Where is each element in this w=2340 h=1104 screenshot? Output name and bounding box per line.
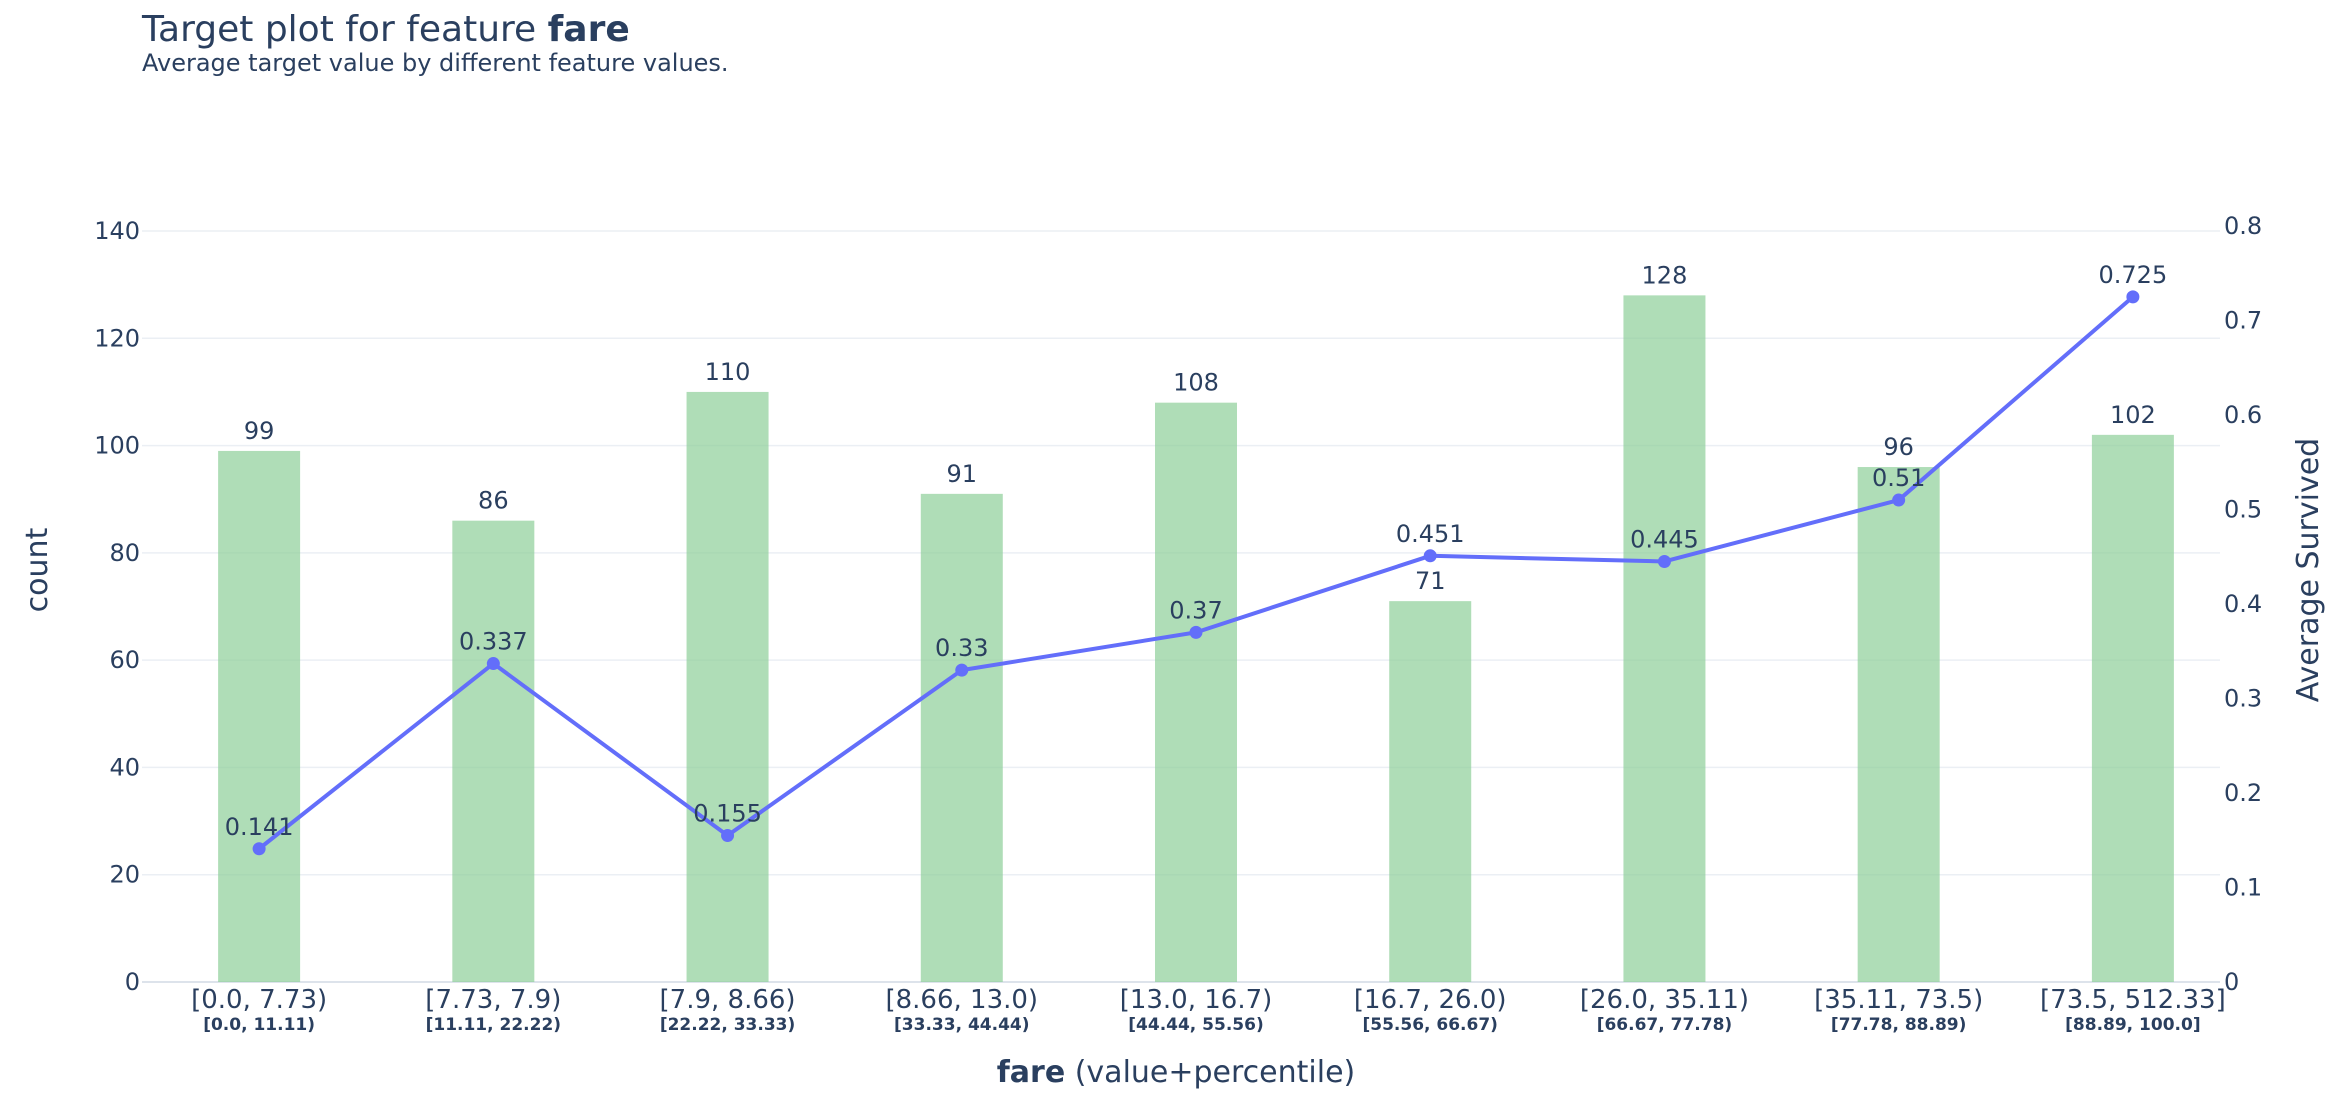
y-left-tick-label: 80 — [109, 539, 140, 567]
x-tick-label: [26.0, 35.11) — [1580, 985, 1749, 1015]
count-bar-label: 110 — [705, 358, 751, 386]
x-tick-label: [8.66, 13.0) — [885, 985, 1038, 1015]
survival-point-label: 0.141 — [225, 813, 294, 841]
y-right-tick-label: 0.6 — [2224, 401, 2262, 429]
survival-point-label: 0.445 — [1630, 525, 1699, 553]
y-left-tick-label: 120 — [94, 324, 140, 352]
count-bar — [218, 450, 301, 983]
count-bar — [920, 493, 1003, 982]
x-tick-label: [16.7, 26.0) — [1354, 985, 1507, 1015]
count-bar-label: 96 — [1883, 433, 1914, 461]
line-series — [252, 290, 2140, 856]
y-right-tick-label: 0.5 — [2224, 496, 2262, 524]
x-axis-title-rest: (value+percentile) — [1065, 1055, 1355, 1090]
count-bar — [2091, 434, 2174, 982]
y-right-tick-label: 0 — [2224, 968, 2239, 996]
x-tick-label: [13.0, 16.7) — [1120, 985, 1273, 1015]
count-bar — [686, 391, 769, 982]
chart-title: Target plot for feature fare — [141, 9, 630, 50]
survival-point-label: 0.725 — [2099, 261, 2168, 289]
survival-point-label: 0.337 — [459, 628, 528, 656]
x-percentile-label: [33.33, 44.44) — [894, 1015, 1029, 1035]
axes: 0 20 40 60 80 100 120 140 0 0.1 0.2 0.3 0.4 0.5 0.6 0.7… — [94, 212, 2262, 1035]
survival-point-label: 0.155 — [693, 800, 762, 828]
y-right-tick-label: 0.4 — [2224, 590, 2262, 618]
count-bar-label: 108 — [1173, 369, 1219, 397]
count-bar-label: 102 — [2110, 401, 2156, 429]
x-tick-label: [0.0, 7.73) — [191, 985, 327, 1015]
y-left-tick-label: 140 — [94, 217, 140, 245]
count-bar — [1623, 295, 1706, 982]
x-axis-title: fare (value+percentile) — [997, 1055, 1356, 1090]
survival-point — [486, 657, 500, 671]
x-percentile-label: [44.44, 55.56) — [1128, 1015, 1263, 1035]
x-tick-label: [35.11, 73.5) — [1814, 985, 1983, 1015]
x-percentile-label: [88.89, 100.0] — [2065, 1015, 2200, 1035]
bar-series — [218, 295, 2174, 983]
survival-point-label: 0.451 — [1396, 520, 1465, 548]
survival-point — [955, 663, 969, 677]
y-left-tick-label: 20 — [109, 861, 140, 889]
y-left-tick-label: 0 — [125, 968, 140, 996]
chart-subtitle: Average target value by different featur… — [142, 49, 729, 77]
count-bar-label: 128 — [1642, 261, 1688, 289]
survival-point — [252, 842, 266, 856]
x-percentile-label: [22.22, 33.33) — [660, 1015, 795, 1035]
data-labels: 99 86 110 91 108 71 128 96 102 0.141 0.337 0.155 0.3… — [225, 261, 2167, 841]
count-bar — [1155, 402, 1237, 983]
x-percentile-label: [77.78, 88.89) — [1831, 1015, 1966, 1035]
chart-title-prefix: Target plot for feature — [141, 9, 548, 50]
survival-point — [721, 829, 735, 843]
survival-point-label: 0.33 — [935, 634, 988, 662]
count-bar — [1857, 467, 1940, 982]
x-tick-label: [73.5, 512.33] — [2040, 985, 2226, 1015]
x-axis-title-feature: fare — [997, 1055, 1065, 1090]
y-right-tick-label: 0.7 — [2224, 307, 2262, 335]
survival-point-label: 0.51 — [1872, 464, 1925, 492]
survival-point — [1892, 493, 1906, 507]
survival-point-label: 0.37 — [1169, 596, 1222, 624]
x-percentile-label: [66.67, 77.78) — [1597, 1015, 1732, 1035]
x-percentile-label: [55.56, 66.67) — [1362, 1015, 1497, 1035]
y-left-tick-label: 60 — [109, 646, 140, 674]
x-tick-label: [7.9, 8.66) — [660, 985, 796, 1015]
y-right-tick-label: 0.2 — [2224, 779, 2262, 807]
x-percentile-label: [11.11, 22.22) — [426, 1015, 561, 1035]
survival-point — [2126, 290, 2140, 304]
count-bar-label: 71 — [1415, 567, 1446, 595]
count-bar — [452, 520, 535, 982]
x-percentile-label: [0.0, 11.11) — [203, 1015, 315, 1035]
chart-title-feature: fare — [548, 9, 630, 50]
y-right-axis-title: Average Survived — [2291, 438, 2326, 702]
survival-point — [1423, 549, 1437, 563]
survival-point — [1657, 554, 1671, 568]
y-left-tick-label: 40 — [109, 753, 140, 781]
y-right-tick-label: 0.8 — [2224, 212, 2262, 240]
count-bar-label: 99 — [244, 417, 275, 445]
count-bar — [1389, 601, 1472, 982]
count-bar-label: 86 — [478, 487, 509, 515]
x-tick-label: [7.73, 7.9) — [425, 985, 561, 1015]
y-left-tick-label: 100 — [94, 432, 140, 460]
y-right-tick-label: 0.1 — [2224, 874, 2262, 902]
y-right-tick-label: 0.3 — [2224, 685, 2262, 713]
survival-point — [1189, 625, 1203, 639]
y-left-axis-title: count — [20, 527, 55, 612]
count-bar-label: 91 — [947, 460, 978, 488]
